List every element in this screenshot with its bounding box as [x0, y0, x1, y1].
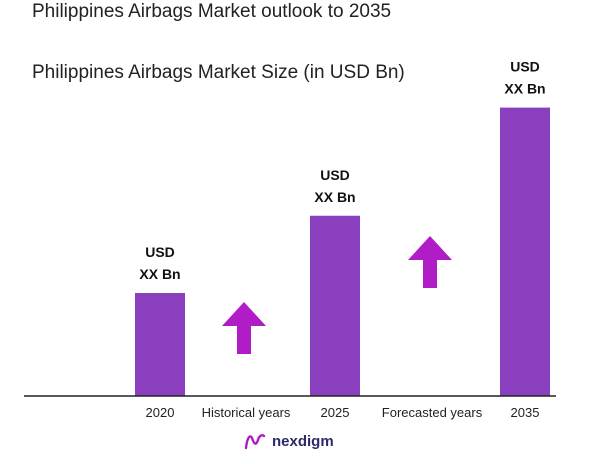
growth-arrow-forecast	[408, 236, 452, 288]
period-label-1: Forecasted years	[382, 405, 483, 420]
bar-value-label-2020-0: USD	[145, 244, 175, 260]
x-tick-label-2020: 2020	[146, 405, 175, 420]
brand-name: nexdigm	[272, 432, 334, 450]
bar-value-label-2020-1: XX Bn	[139, 266, 180, 282]
bar-value-label-2025-0: USD	[320, 167, 350, 183]
chart-title: Philippines Airbags Market outlook to 20…	[32, 1, 392, 22]
bar-2020	[135, 293, 185, 396]
x-tick-label-2035: 2035	[511, 405, 540, 420]
nexdigm-logo-icon	[244, 434, 266, 450]
bar-value-label-2035-1: XX Bn	[504, 81, 545, 97]
period-label-0: Historical years	[202, 405, 291, 420]
x-tick-label-2025: 2025	[321, 405, 350, 420]
growth-arrow-historical	[222, 302, 266, 354]
brand-logo: nexdigm	[244, 432, 334, 450]
bar-value-label-2025-1: XX Bn	[314, 189, 355, 205]
bar-2035	[500, 107, 550, 396]
bar-2025	[310, 215, 360, 396]
chart-subtitle: Philippines Airbags Market Size (in USD …	[32, 62, 405, 83]
bar-value-label-2035-0: USD	[510, 59, 540, 75]
